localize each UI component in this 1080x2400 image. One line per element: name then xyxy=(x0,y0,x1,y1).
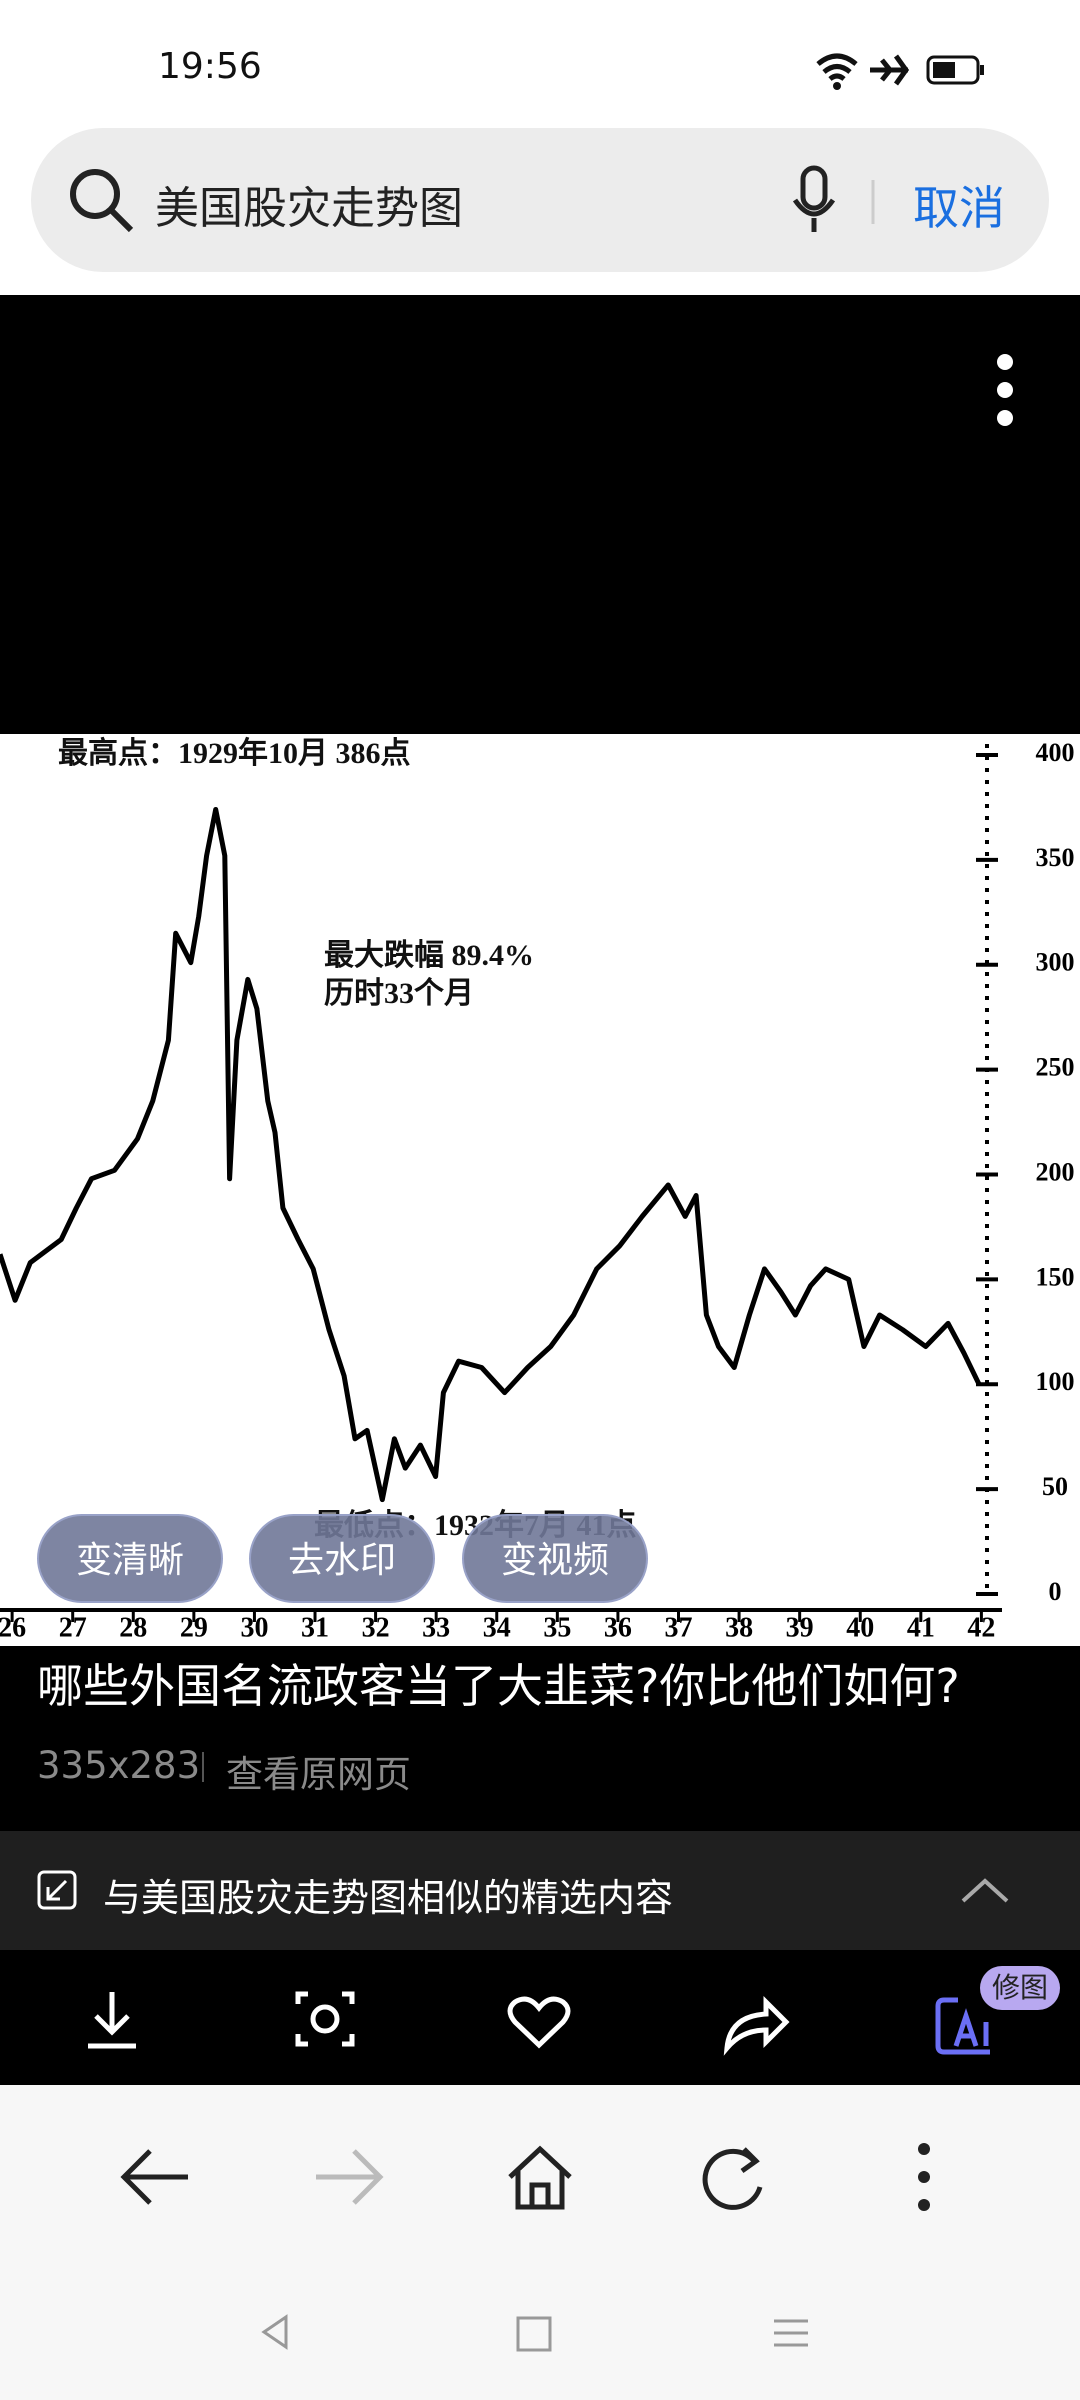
search-bar[interactable]: 美国股灾走势图 取消 xyxy=(31,128,1049,272)
y-tick-label: 50 xyxy=(1042,1472,1068,1501)
refresh-button[interactable] xyxy=(702,2147,763,2210)
source-link[interactable]: 查看原网页 xyxy=(226,1753,411,1796)
result-title[interactable]: 哪些外国名流政客当了大韭菜?你比他们如何? xyxy=(37,1659,960,1713)
more-button[interactable] xyxy=(918,2143,930,2211)
x-tick-label: 29 xyxy=(180,1612,208,1643)
back-button[interactable] xyxy=(120,2149,188,2205)
chart-layer: 0 50 100 150 200 250 300 350 400 26 27 28 29 30 31 32 33… xyxy=(0,737,1075,1643)
x-tick-label: 27 xyxy=(59,1612,87,1643)
x-tick-label: 41 xyxy=(907,1612,935,1643)
related-label[interactable]: 与美国股灾走势图相似的精选内容 xyxy=(103,1876,674,1920)
toolbar-icons xyxy=(88,1991,990,2056)
ai-icon[interactable] xyxy=(935,1997,990,2055)
search-icon xyxy=(70,169,134,233)
y-tick-label: 150 xyxy=(1036,1262,1075,1291)
home-button[interactable] xyxy=(508,2145,572,2210)
browser-nav xyxy=(0,2085,1080,2400)
mic-icon[interactable] xyxy=(791,164,891,240)
x-tick-label: 36 xyxy=(604,1612,632,1643)
x-tick-label: 38 xyxy=(725,1612,753,1643)
system-nav[interactable] xyxy=(261,2314,808,2352)
top-area: 19:56 美国股灾走势图 取消 xyxy=(0,0,1080,295)
x-tick-label: 28 xyxy=(119,1612,147,1643)
download-icon[interactable] xyxy=(88,1992,136,2049)
more-menu[interactable] xyxy=(985,350,1025,430)
x-tick-label: 30 xyxy=(240,1612,268,1643)
x-tick-label: 35 xyxy=(543,1612,571,1643)
nav-icons xyxy=(120,2143,930,2352)
to-video-button[interactable]: 变视频 xyxy=(462,1514,648,1603)
remove-watermark-button[interactable]: 去水印 xyxy=(249,1514,435,1603)
search-query[interactable]: 美国股灾走势图 xyxy=(155,183,463,234)
x-tick-label: 33 xyxy=(422,1612,450,1643)
related-icon xyxy=(37,1870,77,1910)
like-icon[interactable] xyxy=(507,1996,571,2049)
x-tick-label: 26 xyxy=(0,1612,26,1643)
forward-button[interactable] xyxy=(316,2149,384,2205)
clock: 19:56 xyxy=(158,46,262,87)
x-tick-label: 39 xyxy=(786,1612,814,1643)
related-bar[interactable]: 与美国股灾走势图相似的精选内容 xyxy=(0,1831,1080,1950)
x-tick-label: 40 xyxy=(846,1612,874,1643)
x-tick-label: 32 xyxy=(362,1612,390,1643)
y-tick-label: 100 xyxy=(1036,1367,1075,1396)
chart-annotation: 最大跌幅 89.4% xyxy=(324,939,534,972)
ai-badge[interactable]: 修图 xyxy=(980,1966,1061,2010)
cancel-button[interactable]: 取消 xyxy=(913,181,1005,235)
lens-icon[interactable] xyxy=(295,1991,355,2047)
x-tick-label: 31 xyxy=(301,1612,329,1643)
y-tick-label: 250 xyxy=(1036,1053,1075,1082)
status-icons xyxy=(816,53,984,90)
chart-image[interactable]: 0 50 100 150 200 250 300 350 400 26 27 28 29 30 31 32 33… xyxy=(0,734,1080,1646)
y-tick-label: 300 xyxy=(1036,948,1075,977)
y-tick-label: 400 xyxy=(1036,738,1075,767)
collapse-icon[interactable] xyxy=(955,1871,1015,1911)
chart-annotation: 历时33个月 xyxy=(324,977,474,1010)
image-toolbar: 修图 xyxy=(0,1950,1080,2085)
chart-annotation: 最高点：1929年10月 386点 xyxy=(58,737,411,770)
separator xyxy=(202,1752,204,1782)
y-tick-label: 200 xyxy=(1036,1157,1075,1186)
index-line xyxy=(0,807,982,1503)
y-tick-label: 0 xyxy=(1049,1577,1062,1606)
x-tick-label: 42 xyxy=(967,1612,995,1643)
image-size: 335x283 xyxy=(37,1744,201,1787)
y-tick-label: 350 xyxy=(1036,843,1075,872)
x-tick-label: 37 xyxy=(665,1612,693,1643)
share-icon[interactable] xyxy=(723,1995,790,2056)
x-tick-label: 34 xyxy=(483,1612,511,1643)
enhance-button[interactable]: 变清晰 xyxy=(37,1514,223,1603)
